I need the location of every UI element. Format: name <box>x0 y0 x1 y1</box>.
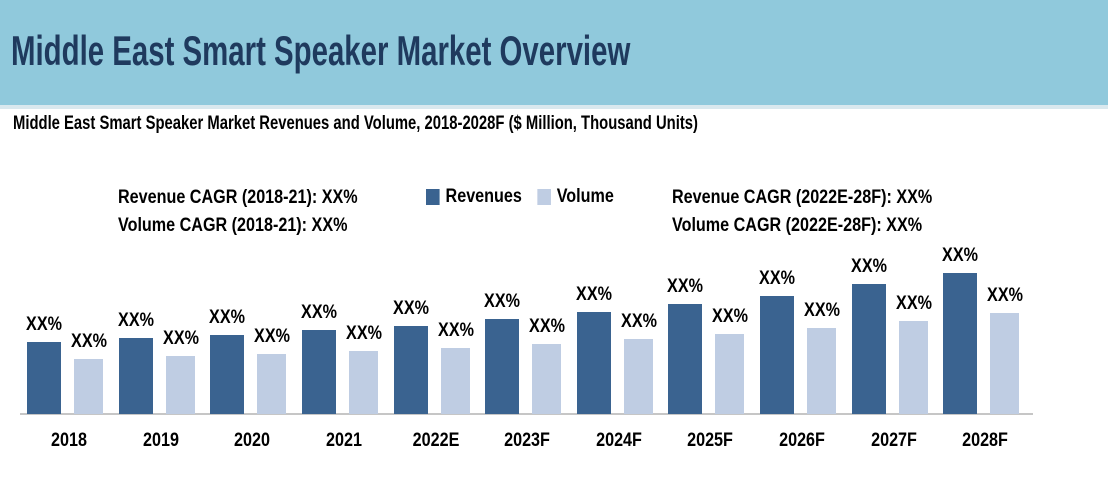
data-label-volume-2027F: XX% <box>895 293 932 314</box>
data-label-revenues-2028F: XX% <box>942 245 979 266</box>
legend-item-revenues: Revenues <box>426 186 522 208</box>
volume-swatch-icon <box>537 189 551 205</box>
bar-revenues-2022E <box>393 326 428 414</box>
bar-volume-2021 <box>348 351 378 414</box>
bar-revenues-2025F <box>668 304 703 414</box>
data-label-volume-2018: XX% <box>71 331 107 352</box>
x-axis-label-2018: 2018 <box>51 430 87 451</box>
data-label-revenues-2022E: XX% <box>392 298 429 319</box>
cagr-annotation-right: Revenue CAGR (2022E-28F): XX% Volume CAG… <box>672 184 978 240</box>
revenue-cagr-left: Revenue CAGR (2018-21): XX% <box>118 187 358 208</box>
chart-legend: Revenues Volume <box>426 186 614 208</box>
x-axis-label-2027F: 2027F <box>870 430 917 451</box>
data-label-volume-2024F: XX% <box>620 311 657 332</box>
data-label-volume-2020: XX% <box>254 326 291 347</box>
x-axis-label-2025F: 2025F <box>687 430 734 451</box>
data-label-revenues-2018: XX% <box>26 314 62 335</box>
data-label-revenues-2023F: XX% <box>484 291 521 312</box>
x-axis-label-2020: 2020 <box>234 430 271 451</box>
cagr-annotation-left: Revenue CAGR (2018-21): XX% Volume CAGR … <box>118 184 400 240</box>
data-label-revenues-2027F: XX% <box>850 256 887 277</box>
data-label-volume-2021: XX% <box>345 323 382 344</box>
bar-revenues-2026F <box>760 296 795 414</box>
x-axis-label-2023F: 2023F <box>504 430 551 451</box>
bar-volume-2025F <box>715 334 745 414</box>
bar-revenues-2019 <box>118 338 153 414</box>
data-label-volume-2022E: XX% <box>437 320 474 341</box>
legend-label: Revenues <box>445 186 522 207</box>
bar-revenues-2020 <box>210 335 245 414</box>
volume-cagr-right: Volume CAGR (2022E-28F): XX% <box>672 215 923 236</box>
x-axis-label-2021: 2021 <box>325 430 362 451</box>
data-label-volume-2025F: XX% <box>712 306 749 327</box>
x-axis-label-2028F: 2028F <box>962 430 1009 451</box>
bar-volume-2018 <box>74 359 103 414</box>
bar-volume-2022E <box>440 348 470 414</box>
revenues-swatch-icon <box>426 189 440 205</box>
bar-volume-2027F <box>898 321 928 414</box>
data-label-revenues-2021: XX% <box>300 302 337 323</box>
bar-revenues-2018 <box>27 342 61 414</box>
data-label-revenues-2024F: XX% <box>575 284 612 305</box>
data-label-volume-2028F: XX% <box>987 285 1024 306</box>
bar-volume-2023F <box>532 344 562 414</box>
x-axis-label-2024F: 2024F <box>595 430 642 451</box>
bar-revenues-2028F <box>943 273 978 414</box>
x-axis-label-2019: 2019 <box>142 430 179 451</box>
bar-revenues-2023F <box>485 319 520 414</box>
data-label-revenues-2026F: XX% <box>759 268 796 289</box>
bar-volume-2028F <box>990 313 1020 414</box>
data-label-revenues-2019: XX% <box>117 310 154 331</box>
x-axis-line <box>20 413 1033 415</box>
data-label-volume-2019: XX% <box>162 328 199 349</box>
data-label-volume-2026F: XX% <box>804 300 841 321</box>
bar-volume-2026F <box>807 328 837 414</box>
volume-cagr-left: Volume CAGR (2018-21): XX% <box>118 215 348 236</box>
chart-subtitle: Middle East Smart Speaker Market Revenue… <box>13 113 698 134</box>
bar-volume-2019 <box>165 356 195 414</box>
bar-revenues-2024F <box>576 312 611 414</box>
data-label-revenues-2020: XX% <box>209 307 246 328</box>
revenue-cagr-right: Revenue CAGR (2022E-28F): XX% <box>672 187 933 208</box>
x-axis-label-2022E: 2022E <box>412 430 459 451</box>
data-label-volume-2023F: XX% <box>529 316 566 337</box>
title-banner: Middle East Smart Speaker Market Overvie… <box>0 0 1108 109</box>
bar-revenues-2021 <box>301 330 336 414</box>
bar-revenues-2027F <box>851 284 886 414</box>
x-axis-label-2026F: 2026F <box>779 430 826 451</box>
bar-volume-2024F <box>623 339 653 414</box>
page-title: Middle East Smart Speaker Market Overvie… <box>11 27 631 74</box>
legend-item-volume: Volume <box>537 186 614 208</box>
bar-volume-2020 <box>257 354 287 414</box>
legend-label: Volume <box>556 186 614 207</box>
data-label-revenues-2025F: XX% <box>667 276 704 297</box>
